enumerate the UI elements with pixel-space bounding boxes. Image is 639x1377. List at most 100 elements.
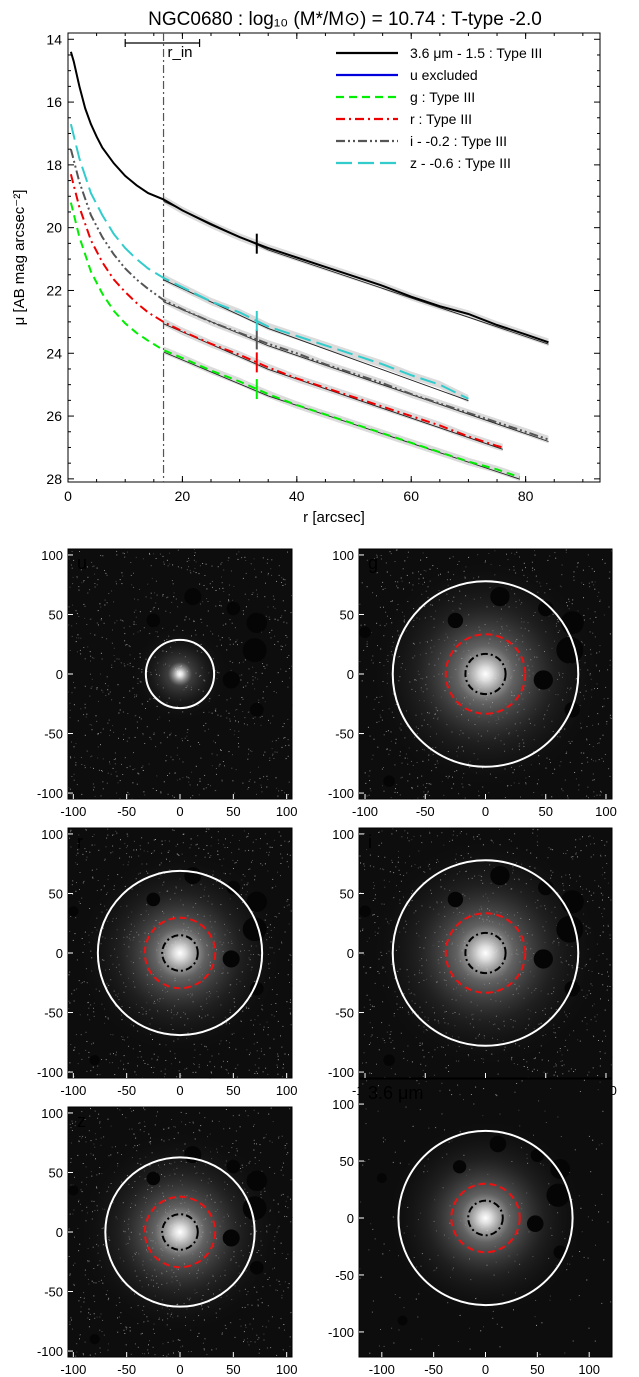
noise-pixel bbox=[399, 874, 401, 876]
noise-pixel bbox=[96, 688, 98, 690]
noise-pixel bbox=[183, 833, 185, 835]
noise-pixel bbox=[87, 576, 89, 578]
noise-pixel bbox=[113, 601, 115, 603]
noise-pixel bbox=[90, 756, 92, 758]
noise-pixel bbox=[225, 1069, 227, 1070]
noise-pixel bbox=[74, 756, 76, 758]
noise-pixel bbox=[93, 789, 94, 791]
noise-pixel bbox=[368, 775, 370, 777]
noise-pixel bbox=[591, 758, 592, 760]
noise-pixel bbox=[129, 654, 131, 656]
noise-pixel bbox=[271, 559, 273, 561]
noise-pixel bbox=[86, 713, 88, 715]
noise-pixel bbox=[391, 861, 393, 863]
panel-y-tick-label: 100 bbox=[332, 548, 354, 563]
noise-pixel bbox=[107, 878, 109, 880]
masked-source bbox=[89, 1334, 100, 1345]
noise-pixel bbox=[422, 784, 424, 786]
noise-pixel bbox=[578, 789, 580, 791]
noise-pixel bbox=[91, 755, 93, 757]
noise-pixel bbox=[99, 603, 101, 605]
noise-pixel bbox=[386, 748, 388, 750]
noise-pixel bbox=[406, 574, 408, 576]
noise-pixel bbox=[559, 765, 561, 767]
noise-pixel bbox=[132, 1048, 134, 1050]
galaxy-glow bbox=[371, 559, 600, 789]
noise-pixel bbox=[139, 611, 141, 613]
noise-pixel bbox=[177, 747, 178, 749]
noise-pixel bbox=[369, 780, 371, 782]
noise-pixel bbox=[171, 1119, 172, 1120]
noise-pixel bbox=[281, 1297, 283, 1299]
aperture-circle bbox=[391, 859, 580, 1047]
noise-pixel bbox=[217, 850, 219, 852]
noise-pixel bbox=[559, 1048, 561, 1049]
noise-pixel bbox=[557, 1051, 558, 1053]
noise-pixel bbox=[75, 862, 77, 864]
noise-pixel bbox=[579, 1091, 581, 1092]
noise-pixel bbox=[186, 776, 188, 778]
noise-pixel bbox=[366, 849, 368, 851]
noise-pixel bbox=[373, 887, 375, 889]
panel-band-label: u bbox=[77, 553, 87, 573]
noise-pixel bbox=[175, 735, 177, 737]
noise-pixel bbox=[602, 899, 603, 901]
noise-pixel bbox=[598, 759, 600, 761]
noise-pixel bbox=[520, 796, 521, 798]
noise-pixel bbox=[219, 604, 221, 606]
noise-pixel bbox=[91, 657, 93, 659]
noise-pixel bbox=[237, 860, 239, 861]
noise-pixel bbox=[157, 1056, 159, 1058]
noise-pixel bbox=[167, 1353, 169, 1355]
noise-pixel bbox=[229, 1127, 231, 1129]
noise-pixel bbox=[110, 852, 112, 854]
masked-source bbox=[246, 1170, 268, 1192]
noise-pixel bbox=[268, 851, 270, 853]
noise-pixel bbox=[135, 715, 137, 717]
noise-pixel bbox=[235, 1130, 237, 1132]
noise-pixel bbox=[69, 756, 71, 758]
noise-pixel bbox=[403, 588, 404, 590]
noise-pixel bbox=[536, 783, 538, 785]
noise-pixel bbox=[240, 1325, 242, 1327]
noise-pixel bbox=[187, 729, 189, 731]
noise-pixel bbox=[590, 1019, 592, 1021]
noise-pixel bbox=[408, 840, 410, 842]
noise-pixel bbox=[551, 796, 553, 798]
noise-pixel bbox=[575, 853, 577, 855]
noise-pixel bbox=[120, 839, 121, 841]
aperture-circle bbox=[161, 934, 199, 972]
noise-pixel bbox=[609, 659, 611, 661]
panel-x-tick-label: 50 bbox=[226, 804, 240, 819]
noise-pixel bbox=[73, 779, 75, 781]
noise-pixel bbox=[276, 1064, 278, 1066]
noise-pixel bbox=[605, 686, 607, 688]
noise-pixel bbox=[93, 767, 94, 769]
noise-pixel bbox=[180, 1111, 182, 1113]
noise-pixel bbox=[116, 658, 118, 660]
noise-pixel bbox=[274, 916, 276, 917]
noise-pixel bbox=[582, 836, 583, 838]
noise-pixel bbox=[115, 581, 117, 583]
panel-y-tick-label: 50 bbox=[340, 607, 354, 622]
noise-pixel bbox=[69, 1062, 71, 1064]
noise-pixel bbox=[368, 1044, 370, 1045]
noise-pixel bbox=[211, 1072, 212, 1074]
noise-pixel bbox=[79, 872, 81, 873]
noise-pixel bbox=[277, 619, 279, 621]
aperture-circle bbox=[464, 652, 507, 696]
noise-pixel bbox=[256, 593, 258, 595]
noise-pixel bbox=[287, 1287, 289, 1289]
noise-pixel bbox=[143, 627, 145, 629]
noise-pixel bbox=[133, 752, 134, 754]
noise-pixel bbox=[69, 1323, 71, 1325]
noise-pixel bbox=[590, 894, 592, 896]
noise-pixel bbox=[85, 859, 87, 861]
noise-pixel bbox=[277, 871, 279, 873]
noise-pixel bbox=[436, 567, 438, 569]
noise-pixel bbox=[253, 1124, 255, 1126]
noise-pixel bbox=[79, 1334, 81, 1336]
masked-source bbox=[226, 1159, 241, 1174]
masked-source bbox=[533, 670, 553, 690]
